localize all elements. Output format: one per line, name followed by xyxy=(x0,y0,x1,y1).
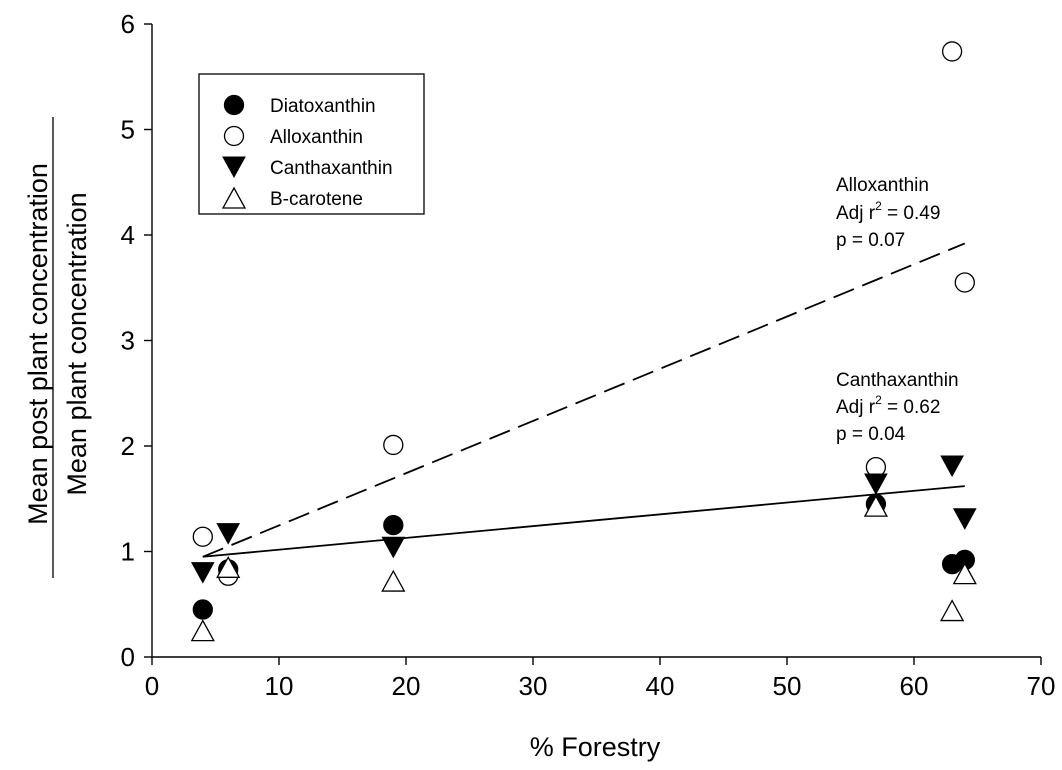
annotation-cantha-title: Canthaxanthin xyxy=(836,370,959,391)
legend-marker-alloxanthin xyxy=(223,125,245,147)
regression-lines xyxy=(202,242,966,558)
x-tick-label: 0 xyxy=(145,671,159,701)
y-axis-title-denominator: Mean plant concentration xyxy=(62,192,92,495)
axes: 0 10 20 30 40 50 60 70 0 1 2 3 4 5 6 xyxy=(121,9,1056,701)
legend-label-diatoxanthin: Diatoxanthin xyxy=(270,96,376,117)
annotation-cantha-p: p = 0.04 xyxy=(836,424,906,445)
data-point-canthaxanthin xyxy=(952,508,977,530)
data-point-alloxanthin xyxy=(941,41,963,62)
data-points xyxy=(190,41,977,642)
legend-marker-canthaxanthin xyxy=(222,156,246,179)
x-axis-title: % Forestry xyxy=(530,732,661,762)
data-point-canthaxanthin xyxy=(940,455,964,478)
data-point-b-carotene xyxy=(940,599,965,622)
annotations: Alloxanthin Adj r2 = 0.49 p = 0.07 Canth… xyxy=(836,175,959,445)
y-tick-label: 6 xyxy=(121,9,135,39)
y-tick-label: 2 xyxy=(121,431,135,461)
data-point-b-carotene xyxy=(216,555,241,578)
series-b-carotene xyxy=(190,494,977,642)
series-diatoxanthin xyxy=(192,493,975,620)
data-point-diatoxanthin xyxy=(383,514,404,536)
annotation-allo-p: p = 0.07 xyxy=(836,230,905,251)
y-axis-title-numerator: Mean post plant concentration xyxy=(23,163,53,525)
x-tick-label: 30 xyxy=(519,671,548,701)
legend: Diatoxanthin Alloxanthin Canthaxanthin B-ca… xyxy=(198,73,425,215)
legend-label-b-carotene: B-carotene xyxy=(270,189,363,210)
series-canthaxanthin xyxy=(190,455,977,584)
data-point-canthaxanthin xyxy=(190,562,215,584)
data-point-b-carotene xyxy=(381,569,406,592)
data-point-canthaxanthin xyxy=(381,536,406,559)
legend-label-alloxanthin: Alloxanthin xyxy=(270,127,363,148)
regression-line-canthaxanthin xyxy=(202,485,965,558)
data-point-b-carotene xyxy=(190,619,215,642)
annotation-allo-r2: Adj r2 = 0.49 xyxy=(836,199,940,224)
y-tick-label: 0 xyxy=(121,642,135,672)
annotation-allo-title: Alloxanthin xyxy=(836,175,929,196)
data-point-alloxanthin xyxy=(383,434,404,456)
axis-titles: % Forestry Mean post plant concentration… xyxy=(23,117,661,762)
regression-line-alloxanthin xyxy=(202,242,966,558)
y-tick-label: 3 xyxy=(121,326,135,356)
x-tick-label: 50 xyxy=(773,671,802,701)
x-tick-label: 60 xyxy=(900,671,929,701)
legend-label-canthaxanthin: Canthaxanthin xyxy=(270,158,393,179)
y-tick-label: 1 xyxy=(121,537,135,567)
data-point-alloxanthin xyxy=(192,526,213,547)
y-tick-label: 5 xyxy=(121,115,135,145)
data-point-canthaxanthin xyxy=(216,523,241,545)
data-point-b-carotene xyxy=(863,494,888,517)
x-tick-label: 10 xyxy=(265,671,294,701)
annotation-cantha-r2: Adj r2 = 0.62 xyxy=(836,393,940,418)
x-tick-label: 40 xyxy=(646,671,675,701)
x-tick-label: 70 xyxy=(1027,671,1056,701)
legend-marker-b-carotene xyxy=(221,186,247,209)
data-point-alloxanthin xyxy=(954,272,975,293)
data-point-canthaxanthin xyxy=(864,473,888,496)
data-point-b-carotene xyxy=(952,562,977,585)
legend-marker-diatoxanthin xyxy=(223,94,245,116)
y-tick-label: 4 xyxy=(121,220,135,250)
x-tick-label: 20 xyxy=(392,671,421,701)
data-point-diatoxanthin xyxy=(192,599,213,620)
